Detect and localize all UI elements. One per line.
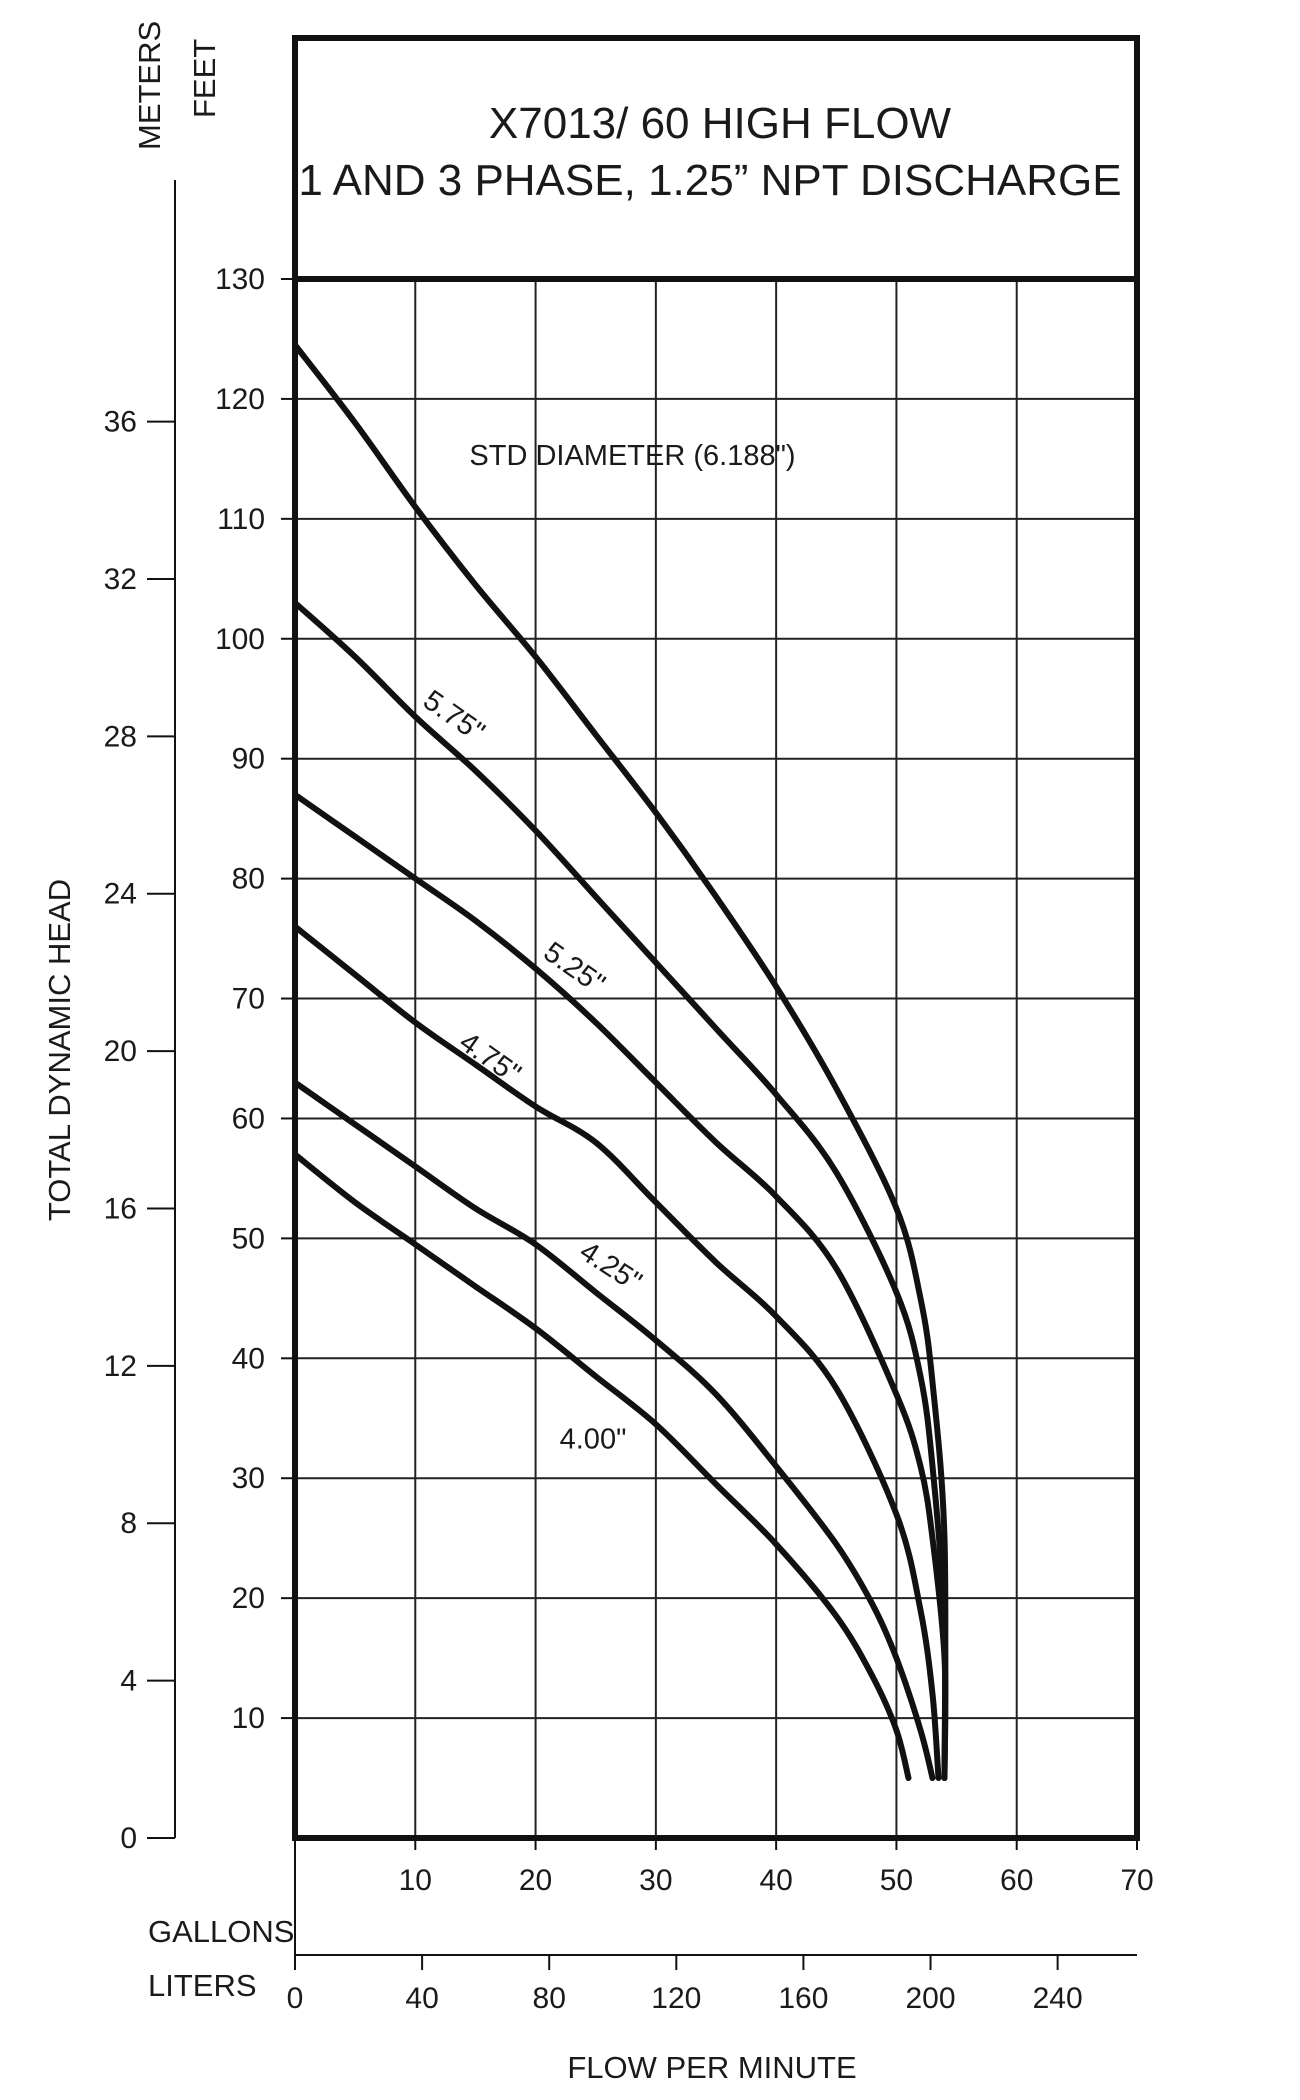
series-line-3	[292, 923, 942, 1781]
x-tick-label-gallons: 60	[1000, 1864, 1033, 1897]
series-line-4	[292, 1079, 936, 1781]
x-tick-label-liters: 240	[1033, 1982, 1083, 2015]
curve-label-5: 4.00"	[560, 1423, 627, 1455]
y-tick-label-feet: 30	[232, 1462, 265, 1495]
curve-label-4: 4.25"	[574, 1235, 647, 1298]
curve-label-1: 5.75"	[417, 684, 490, 748]
y-tick-label-feet: 100	[215, 623, 265, 656]
y-tick-label-meters: 24	[104, 878, 137, 911]
x-axis-title: FLOW PER MINUTE	[567, 2050, 856, 2085]
y-tick-label-meters: 20	[104, 1035, 137, 1068]
y-tick-label-feet: 60	[232, 1102, 265, 1135]
y-tick-label-feet: 90	[232, 743, 265, 776]
y-tick-label-feet: 40	[232, 1342, 265, 1375]
x-tick-label-gallons: 50	[880, 1864, 913, 1897]
grid-layer	[295, 279, 1137, 1838]
y-tick-label-feet: 80	[232, 863, 265, 896]
x-tick-label-gallons: 40	[759, 1864, 792, 1897]
y-tick-label-meters: 16	[104, 1192, 137, 1225]
y-tick-label-feet: 70	[232, 983, 265, 1016]
x-tick-label-gallons: 20	[519, 1864, 552, 1897]
x-tick-label-gallons: 10	[399, 1864, 432, 1897]
y-tick-label-feet: 20	[232, 1582, 265, 1615]
curve-label-3: 4.75"	[453, 1026, 526, 1090]
y-axis-title: TOTAL DYNAMIC HEAD	[42, 879, 77, 1221]
y-tick-label-feet: 50	[232, 1222, 265, 1255]
curve-layer	[292, 342, 949, 1781]
x-tick-label-gallons: 30	[639, 1864, 672, 1897]
series-line-1	[292, 599, 949, 1781]
chart-frame	[292, 35, 1140, 1841]
curve-label-0: STD DIAMETER (6.188")	[469, 440, 795, 472]
y-tick-label-meters: 28	[104, 720, 137, 753]
chart-title: X7013/ 60 HIGH FLOW	[489, 99, 952, 148]
y-tick-label-feet: 10	[232, 1702, 265, 1735]
x-tick-label-liters: 120	[651, 1982, 701, 2015]
chart-subtitle: 1 AND 3 PHASE, 1.25” NPT DISCHARGE	[298, 156, 1121, 205]
series-line-5	[292, 1151, 912, 1781]
x-tick-label-liters: 160	[778, 1982, 828, 2015]
y-tick-label-feet: 110	[217, 503, 265, 536]
x-unit-liters: LITERS	[148, 1968, 257, 2003]
y-tick-label-meters: 12	[104, 1350, 137, 1383]
y-unit-feet: FEET	[187, 39, 222, 118]
y-tick-label-meters: 4	[120, 1665, 137, 1698]
y-tick-label-feet: 120	[215, 383, 265, 416]
y-tick-label-meters: 0	[120, 1822, 137, 1855]
y-tick-label-meters: 32	[104, 563, 137, 596]
series-line-2	[292, 791, 949, 1781]
x-tick-label-liters: 0	[287, 1982, 304, 2015]
x-tick-label-liters: 80	[533, 1982, 566, 2015]
x-tick-label-gallons: 70	[1120, 1864, 1153, 1897]
x-unit-gallons: GALLONS	[148, 1914, 294, 1949]
y-tick-label-feet: 130	[215, 263, 265, 296]
axis-layer: 10 20 30 40 50 60 7010203040506070809010011012…	[104, 180, 1154, 2015]
x-tick-label-liters: 200	[905, 1982, 955, 2015]
series-line-0	[292, 342, 949, 1781]
y-unit-meters: METERS	[132, 21, 167, 150]
y-tick-label-meters: 8	[120, 1507, 137, 1540]
y-tick-label-meters: 36	[104, 406, 137, 439]
curve-label-2: 5.25"	[538, 936, 611, 1000]
x-tick-label-liters: 40	[405, 1982, 438, 2015]
